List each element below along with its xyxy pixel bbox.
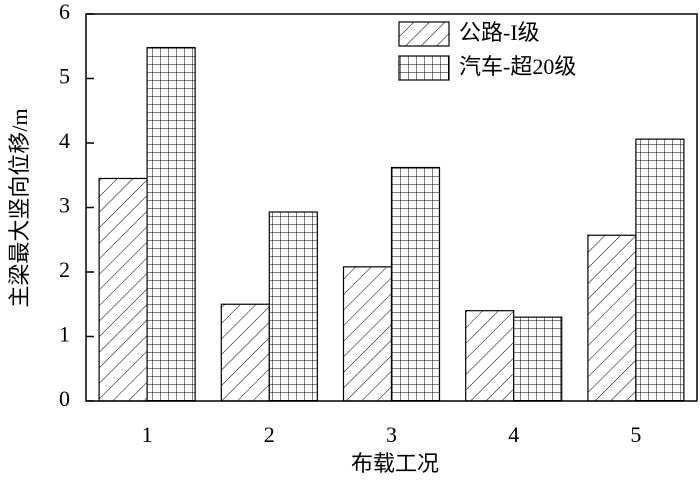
bar (390, 166, 441, 402)
legend-swatch (398, 21, 450, 47)
bar (98, 177, 148, 402)
y-tick-label: 0 (59, 386, 70, 411)
y-tick-label: 3 (59, 193, 70, 218)
bar (465, 310, 515, 402)
x-tick-label: 4 (508, 422, 519, 447)
y-tick-label: 4 (59, 128, 70, 153)
bar (587, 234, 637, 402)
legend-swatch (398, 55, 450, 81)
y-tick-label: 6 (59, 0, 70, 24)
bar (342, 266, 393, 402)
bar (220, 303, 270, 402)
bar (146, 46, 196, 402)
x-tick-label: 2 (264, 422, 275, 447)
bar (268, 211, 318, 402)
y-axis-label: 主梁最大竖向位移/m (7, 108, 32, 307)
bar (635, 138, 685, 402)
x-tick-label: 1 (142, 422, 153, 447)
y-tick-label: 5 (59, 64, 70, 89)
x-tick-label: 5 (630, 422, 641, 447)
legend-label: 公路-I级 (459, 20, 540, 45)
bar (513, 316, 563, 402)
y-tick-label: 2 (59, 257, 70, 282)
x-axis-label: 布载工况 (351, 451, 439, 476)
x-tick-label: 3 (386, 422, 397, 447)
plot-frame (85, 13, 698, 402)
legend-label: 汽车-超20级 (459, 54, 576, 79)
y-tick-label: 1 (59, 322, 70, 347)
